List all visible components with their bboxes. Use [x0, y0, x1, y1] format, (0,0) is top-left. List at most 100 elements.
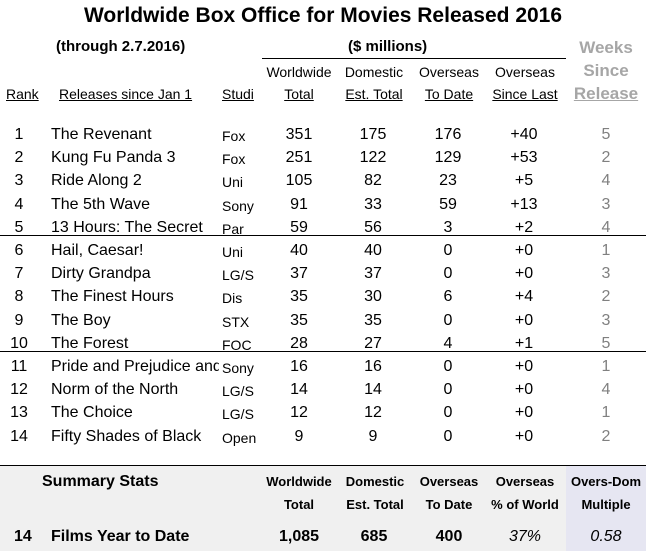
row-separator: [0, 235, 646, 236]
table-row: 7 Dirty Grandpa LG/S 37 37 0 +0 3: [0, 265, 646, 288]
studio-cell: LG/S: [222, 267, 254, 284]
summary-header-domestic: Domestic Est. Total: [345, 474, 405, 512]
worldwide-total-cell: 105: [285, 172, 313, 190]
summary-overseas: 400: [435, 528, 463, 545]
worldwide-total-cell: 35: [290, 288, 308, 306]
header-overseas-since-last: Overseas Since Last: [492, 64, 558, 102]
rank-cell: 7: [14, 265, 24, 283]
table-row: 6 Hail, Caesar! Uni 40 40 0 +0 1: [0, 242, 646, 265]
table-row: 9 The Boy STX 35 35 0 +0 3: [0, 312, 646, 335]
weeks-since-release-cell: 4: [601, 381, 611, 399]
weeks-since-release-cell: 2: [601, 149, 611, 167]
row-separator: [0, 351, 646, 352]
studio-cell: Fox: [222, 128, 246, 144]
release-title-cell: Hail, Caesar!: [51, 242, 144, 259]
weeks-since-release-cell: 3: [601, 265, 611, 283]
weeks-since-release-cell: 5: [601, 334, 611, 352]
release-title-cell: The Finest Hours: [51, 288, 174, 306]
overseas-to-date-cell: 4: [443, 334, 453, 352]
table-row: 13 The Choice LG/S 12 12 0 +0 1: [0, 404, 646, 427]
summary-header-pct-world: Overseas % of World: [491, 474, 559, 512]
overseas-since-last-cell: +0: [514, 427, 534, 445]
overseas-to-date-cell: 0: [443, 265, 453, 283]
weeks-since-release-cell: 1: [601, 242, 611, 259]
worldwide-total-cell: 14: [290, 381, 308, 399]
overseas-to-date-cell: 0: [443, 404, 453, 422]
units-subtitle: ($ millions): [348, 38, 428, 55]
weeks-since-release-cell: 3: [601, 195, 611, 213]
domestic-total-cell: 40: [364, 242, 382, 259]
studio-cell: Sony: [222, 360, 254, 376]
worldwide-total-cell: 16: [290, 358, 308, 375]
rank-cell: 3: [14, 172, 24, 190]
rank-cell: 2: [14, 149, 24, 167]
header-worldwide: Worldwide Total: [266, 64, 332, 102]
summary-title: Summary Stats: [42, 473, 159, 490]
overseas-since-last-cell: +2: [514, 218, 534, 236]
release-title-cell: Dirty Grandpa: [51, 265, 151, 283]
studio-cell: Open: [222, 429, 257, 446]
rank-cell: 12: [10, 381, 28, 399]
overseas-to-date-cell: 0: [443, 358, 453, 375]
release-title-cell: The Revenant: [51, 126, 152, 143]
domestic-total-cell: 122: [359, 149, 387, 167]
overseas-since-last-cell: +0: [514, 242, 534, 259]
domestic-total-cell: 35: [364, 311, 382, 329]
table-row: 3 Ride Along 2 Uni 105 82 23 +5 4: [0, 172, 646, 195]
overseas-to-date-cell: 0: [443, 311, 453, 329]
overseas-to-date-cell: 3: [443, 218, 453, 236]
overseas-to-date-cell: 0: [443, 381, 453, 399]
header-rank: Rank: [6, 86, 39, 102]
release-title-cell: Kung Fu Panda 3: [51, 149, 176, 167]
rank-cell: 9: [14, 311, 24, 329]
overseas-to-date-cell: 0: [443, 242, 453, 259]
date-subtitle: (through 2.7.2016): [56, 38, 186, 55]
studio-cell: STX: [222, 313, 250, 330]
rank-cell: 1: [14, 126, 24, 143]
overseas-to-date-cell: 23: [439, 172, 457, 190]
domestic-total-cell: 175: [359, 126, 387, 143]
release-title-cell: The Choice: [51, 404, 133, 422]
worldwide-total-cell: 12: [290, 404, 308, 422]
summary-header-worldwide: Worldwide Total: [266, 474, 332, 512]
domestic-total-cell: 56: [364, 218, 382, 236]
overseas-since-last-cell: +0: [514, 381, 534, 399]
release-title-cell: The Boy: [51, 311, 111, 329]
rank-cell: 14: [10, 427, 28, 445]
summary-header-multiple: Overs-Dom Multiple: [570, 474, 642, 512]
weeks-since-release-header: Weeks Since Release: [573, 38, 639, 103]
table-row: 4 The 5th Wave Sony 91 33 59 +13 3: [0, 196, 646, 219]
domestic-total-cell: 82: [364, 172, 382, 190]
weeks-since-release-cell: 1: [601, 358, 611, 375]
studio-cell: Dis: [222, 290, 243, 307]
rank-cell: 13: [10, 404, 28, 422]
overseas-since-last-cell: +0: [514, 265, 534, 283]
summary-header-overseas: Overseas To Date: [419, 474, 479, 512]
overseas-since-last-cell: +4: [514, 288, 534, 306]
worldwide-total-cell: 40: [290, 242, 308, 259]
release-title-cell: 13 Hours: The Secret: [51, 218, 203, 236]
release-title-cell: The 5th Wave: [51, 195, 151, 213]
table-row: 2 Kung Fu Panda 3 Fox 251 122 129 +53 2: [0, 149, 646, 172]
overseas-to-date-cell: 59: [439, 195, 457, 213]
overseas-since-last-cell: +0: [514, 311, 534, 329]
overseas-since-last-cell: +0: [514, 358, 534, 375]
overseas-to-date-cell: 6: [443, 288, 453, 306]
rank-cell: 11: [10, 358, 28, 375]
summary-worldwide: 1,085: [278, 528, 320, 545]
domestic-total-cell: 30: [364, 288, 382, 306]
weeks-since-release-cell: 3: [601, 311, 611, 329]
weeks-since-release-cell: 4: [601, 218, 611, 236]
table-row: 10 The Forest FOC 28 27 4 +1 5: [0, 335, 646, 358]
summary-stats-panel: Summary Stats Worldwide Total Domestic E…: [0, 465, 646, 551]
rank-cell: 6: [14, 242, 24, 259]
table-row: 5 13 Hours: The Secret Par 59 56 3 +2 4: [0, 219, 646, 242]
overseas-since-last-cell: +0: [514, 404, 534, 422]
rank-cell: 10: [10, 334, 28, 352]
worldwide-total-cell: 28: [290, 334, 308, 352]
header-studio: Studi: [222, 86, 254, 102]
summary-label: Films Year to Date: [51, 528, 190, 545]
rank-cell: 5: [14, 218, 24, 236]
table-row: 1 The Revenant Fox 351 175 176 +40 5: [0, 126, 646, 149]
domestic-total-cell: 9: [368, 427, 378, 445]
